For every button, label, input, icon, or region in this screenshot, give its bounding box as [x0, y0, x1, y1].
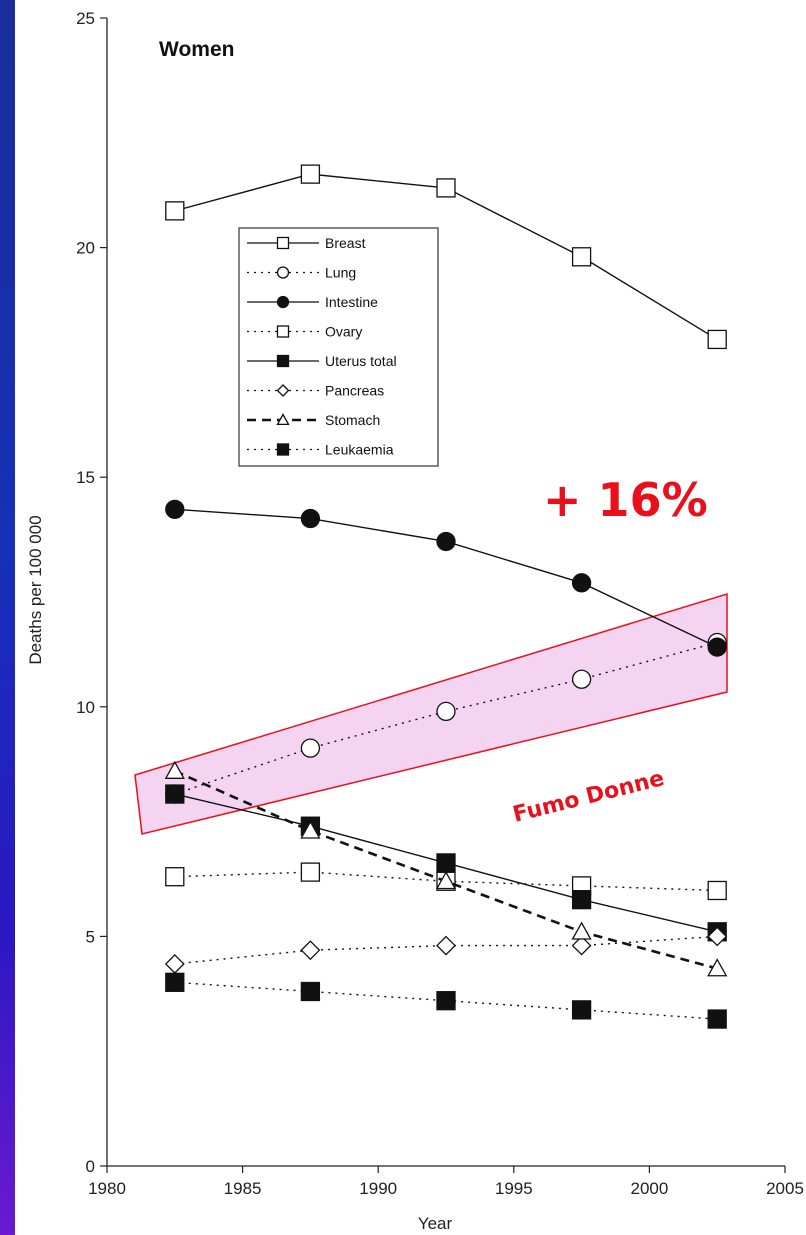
series-breast — [165, 164, 727, 350]
legend-marker-intestine — [276, 295, 290, 309]
data-point-breast — [436, 178, 456, 198]
legend-label-lung: Lung — [325, 265, 356, 281]
y-tick-label: 15 — [76, 468, 95, 487]
data-point-lung — [571, 669, 592, 689]
y-tick-label: 20 — [76, 239, 95, 258]
data-point-uterus-total — [165, 784, 185, 804]
legend-marker-uterus-total — [276, 354, 290, 368]
data-point-lung — [436, 701, 456, 722]
y-tick-label: 25 — [76, 9, 95, 28]
y-tick-label: 0 — [86, 1157, 95, 1176]
increase-annotation: + 16% — [543, 473, 708, 527]
y-axis-title: Deaths per 100 000 — [26, 515, 45, 664]
data-point-stomach — [707, 958, 728, 977]
x-tick-label: 1995 — [495, 1179, 533, 1198]
legend-label-intestine: Intestine — [325, 294, 378, 310]
legend-label-leukaemia: Leukaemia — [325, 442, 394, 458]
x-tick-label: 2000 — [630, 1179, 668, 1198]
data-point-ovary — [300, 862, 321, 882]
data-point-stomach — [571, 921, 592, 940]
data-point-uterus-total — [436, 853, 456, 873]
legend-marker-stomach — [276, 413, 290, 426]
data-point-intestine — [571, 573, 592, 593]
line-chart: 1980 1985 1990 1995 2000 2005 0 5 10 15 20 25 Women… — [26, 9, 804, 1233]
legend-label-breast: Breast — [325, 235, 366, 251]
data-point-stomach — [435, 870, 457, 890]
x-tick-label: 1990 — [359, 1179, 397, 1198]
legend: Breast Lung Intestine Ovary Uterus total Panc… — [238, 227, 439, 467]
axis-ticks: 1980 1985 1990 1995 2000 2005 0 5 10 15 20 25 — [76, 9, 804, 1198]
legend-label-pancreas: Pancreas — [325, 383, 384, 399]
data-point-intestine — [436, 531, 456, 552]
data-point-breast — [707, 329, 727, 350]
legend-marker-leukaemia — [276, 443, 290, 456]
axes — [106, 18, 785, 1167]
series-layer — [164, 164, 728, 1029]
series-leukaemia — [165, 972, 727, 1029]
chart-panel: 1980 1985 1990 1995 2000 2005 0 5 10 15 20 25 Women… — [15, 0, 806, 1235]
legend-marker-breast — [276, 236, 290, 250]
data-point-pancreas — [707, 926, 728, 947]
data-point-leukaemia — [165, 972, 185, 992]
data-point-leukaemia — [571, 1000, 592, 1020]
y-tick-label: 5 — [86, 927, 95, 946]
series-line-lung — [174, 641, 718, 795]
series-pancreas — [164, 926, 728, 974]
data-point-pancreas — [436, 935, 456, 956]
legend-label-uterus-total: Uterus total — [325, 353, 397, 369]
data-point-leukaemia — [707, 1009, 727, 1029]
highlight-band — [134, 592, 728, 835]
chart-title: Women — [159, 38, 234, 61]
x-tick-label: 2005 — [766, 1179, 804, 1198]
highlight-band-layer — [134, 592, 728, 835]
data-point-leukaemia — [436, 991, 456, 1011]
data-point-breast — [165, 201, 185, 221]
data-point-uterus-total — [571, 890, 592, 910]
band-label: Fumo Donne — [510, 766, 666, 828]
legend-label-stomach: Stomach — [325, 412, 380, 428]
data-point-leukaemia — [300, 981, 321, 1002]
x-axis-title: Year — [418, 1214, 453, 1233]
legend-box — [238, 227, 439, 467]
data-point-lung — [300, 738, 321, 758]
series-stomach — [164, 760, 728, 977]
x-tick-label: 1985 — [224, 1179, 262, 1198]
data-point-stomach — [164, 760, 185, 779]
data-point-intestine — [707, 637, 727, 657]
legend-marker-lung — [276, 266, 290, 279]
y-tick-label: 10 — [76, 698, 95, 717]
data-point-ovary — [165, 867, 185, 887]
legend-marker-pancreas — [276, 384, 290, 397]
x-tick-label: 1980 — [88, 1179, 126, 1198]
data-point-intestine — [165, 499, 185, 519]
data-point-stomach — [300, 820, 321, 839]
legend-label-ovary: Ovary — [325, 324, 362, 340]
data-point-pancreas — [300, 940, 321, 961]
data-point-breast — [571, 247, 592, 267]
legend-marker-ovary — [276, 325, 290, 338]
data-point-pancreas — [164, 954, 185, 974]
data-point-intestine — [300, 508, 321, 529]
series-intestine — [165, 499, 727, 657]
data-point-ovary — [707, 880, 727, 901]
data-point-pancreas — [571, 935, 592, 956]
data-point-breast — [300, 164, 321, 184]
